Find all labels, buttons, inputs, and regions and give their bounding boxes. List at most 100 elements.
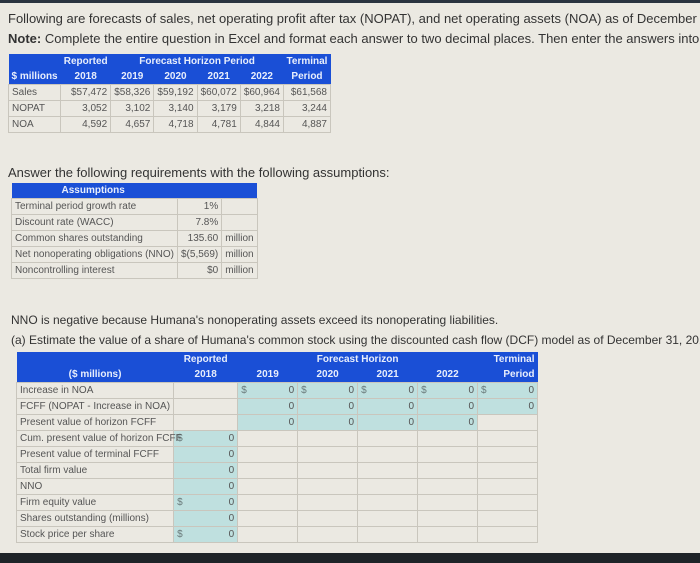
th-blank [16, 352, 174, 367]
dollar-sign: $ [241, 385, 247, 396]
empty-cell [297, 526, 359, 543]
empty-cell [417, 510, 479, 527]
assumption-row: Net nonoperating obligations (NNO) $(5,5… [11, 246, 258, 263]
input-pv-fcff-2022[interactable]: 0 [417, 414, 479, 431]
row-label: FCFF (NOPAT - Increase in NOA) [15, 398, 175, 415]
dollar-sign: $ [177, 529, 183, 540]
table-row-nno: NNO 0 [15, 478, 538, 495]
input-cum-pv-fcff[interactable]: $0 [173, 430, 239, 447]
assumption-unit [221, 198, 258, 215]
note-text: Note: Complete the entire question in Ex… [8, 31, 700, 46]
th-blank [8, 54, 61, 69]
empty-cell [357, 510, 419, 527]
row-label: NNO [15, 478, 175, 495]
assumption-value: $0 [176, 262, 223, 279]
input-fcff-2020[interactable]: 0 [297, 398, 359, 415]
input-total-firm-value[interactable]: 0 [173, 462, 239, 479]
cell: 3,052 [60, 100, 112, 117]
th-terminal: Terminal [283, 54, 331, 69]
table-row-pv-terminal: Present value of terminal FCFF 0 [15, 446, 538, 463]
input-firm-equity-value[interactable]: $0 [173, 494, 239, 511]
row-label: Increase in NOA [15, 382, 175, 399]
input-increase-noa-2020[interactable]: $0 [297, 382, 359, 399]
empty-cell [297, 478, 359, 495]
cell: 3,218 [239, 100, 284, 117]
assumption-row: Terminal period growth rate 1% [11, 198, 258, 215]
th-blank [417, 352, 478, 367]
empty-cell [477, 526, 538, 543]
th-units: ($ millions) [16, 367, 174, 383]
th-forecast-horizon: Forecast Horizon Period [110, 54, 284, 69]
assumption-label: Discount rate (WACC) [11, 214, 178, 231]
empty-cell [477, 430, 538, 447]
empty-cell [237, 462, 299, 479]
assumptions-table: Assumptions Terminal period growth rate … [11, 183, 258, 279]
input-fcff-2021[interactable]: 0 [357, 398, 419, 415]
empty-cell [477, 462, 538, 479]
cell: 4,718 [153, 116, 198, 133]
assumption-label: Net nonoperating obligations (NNO) [11, 246, 178, 263]
input-shares-outstanding[interactable]: 0 [173, 510, 239, 527]
assumption-value: $(5,569) [176, 246, 223, 263]
empty-cell [477, 446, 538, 463]
th-2022: 2022 [417, 367, 478, 383]
table-row-shares: Shares outstanding (millions) 0 [15, 510, 538, 527]
assumption-unit: million [221, 262, 258, 279]
input-increase-noa-terminal[interactable]: $0 [477, 382, 538, 399]
assumptions-title: Assumptions [11, 183, 258, 199]
dcf-table: Reported Forecast Horizon Terminal ($ mi… [15, 352, 538, 543]
table-row-pv-fcff: Present value of horizon FCFF 0 0 0 0 [15, 414, 538, 431]
empty-cell [417, 446, 479, 463]
input-pv-terminal-fcff[interactable]: 0 [173, 446, 239, 463]
row-label: Total firm value [15, 462, 175, 479]
cell: 3,102 [110, 100, 155, 117]
cell: 3,179 [196, 100, 241, 117]
input-stock-price[interactable]: $0 [173, 526, 239, 543]
cell: 4,887 [282, 116, 332, 133]
question-a: (a) Estimate the value of a share of Hum… [11, 333, 700, 347]
empty-cell [297, 430, 359, 447]
input-increase-noa-2022[interactable]: $0 [417, 382, 479, 399]
cell: $59,192 [153, 84, 198, 101]
input-increase-noa-2021[interactable]: $0 [357, 382, 419, 399]
cell: 3,140 [153, 100, 198, 117]
input-increase-noa-2019[interactable]: $0 [237, 382, 299, 399]
assumption-value: 135.60 [176, 230, 223, 247]
cell: $58,326 [110, 84, 155, 101]
input-pv-fcff-2020[interactable]: 0 [297, 414, 359, 431]
cell: $60,072 [196, 84, 241, 101]
th-2019: 2019 [110, 69, 154, 85]
empty-cell [173, 414, 239, 431]
row-label: Present value of horizon FCFF [15, 414, 175, 431]
th-2019: 2019 [237, 367, 298, 383]
empty-cell [237, 478, 299, 495]
cell: 4,844 [239, 116, 284, 133]
dollar-sign: $ [301, 385, 307, 396]
empty-cell [417, 526, 479, 543]
empty-cell [417, 430, 479, 447]
input-pv-fcff-2019[interactable]: 0 [237, 414, 299, 431]
empty-cell [173, 382, 239, 399]
input-fcff-terminal[interactable]: 0 [477, 398, 538, 415]
empty-cell [297, 510, 359, 527]
input-pv-fcff-2021[interactable]: 0 [357, 414, 419, 431]
th-terminal: Terminal [477, 352, 538, 367]
th-2021: 2021 [357, 367, 418, 383]
assumption-label: Common shares outstanding [11, 230, 178, 247]
assumption-label: Noncontrolling interest [11, 262, 178, 279]
intro-text: Following are forecasts of sales, net op… [8, 11, 700, 26]
empty-cell [237, 430, 299, 447]
input-fcff-2019[interactable]: 0 [237, 398, 299, 415]
empty-cell [417, 478, 479, 495]
assumption-unit: million [221, 246, 258, 263]
window-top-edge [0, 0, 700, 3]
empty-cell [357, 478, 419, 495]
row-label: NOA [7, 116, 62, 133]
table-row-cum-pv: Cum. present value of horizon FCFF $0 [15, 430, 538, 447]
screen-bottom-bezel [0, 553, 700, 563]
table-row-fcff: FCFF (NOPAT - Increase in NOA) 0 0 0 0 0 [15, 398, 538, 415]
input-nno[interactable]: 0 [173, 478, 239, 495]
input-fcff-2022[interactable]: 0 [417, 398, 479, 415]
th-2018: 2018 [60, 69, 111, 85]
empty-cell [417, 494, 479, 511]
